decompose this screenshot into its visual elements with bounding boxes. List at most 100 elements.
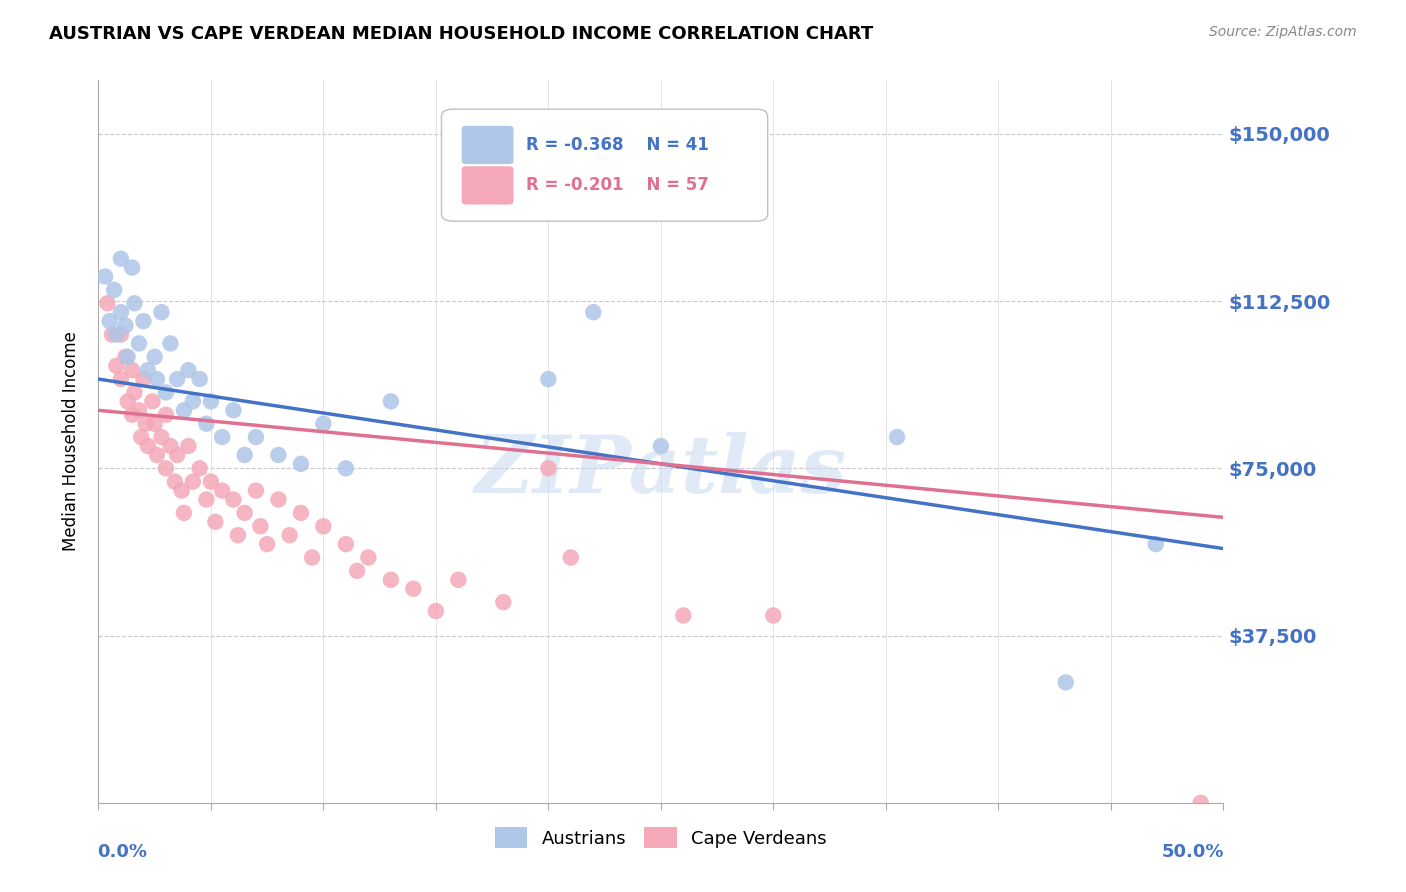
Point (222, 492, 245, 507)
Point (560, 550, 582, 565)
Point (173, 506, 195, 520)
Text: R = -0.201    N = 57: R = -0.201 N = 57 (526, 177, 709, 194)
Point (267, 448, 290, 462)
Point (103, 283, 125, 297)
Point (290, 506, 312, 520)
Point (200, 394, 222, 409)
Point (105, 327, 128, 342)
Point (335, 537, 357, 551)
Point (188, 372, 211, 386)
Point (233, 448, 256, 462)
Point (357, 550, 380, 565)
Text: R = -0.368    N = 41: R = -0.368 N = 41 (526, 136, 709, 154)
Point (132, 314, 155, 328)
Point (204, 515, 226, 529)
Point (114, 350, 136, 364)
Point (211, 483, 233, 498)
Legend: Austrians, Cape Verdeans: Austrians, Cape Verdeans (488, 820, 834, 855)
FancyBboxPatch shape (441, 109, 768, 221)
Point (188, 461, 211, 475)
Point (256, 537, 278, 551)
Point (98, 314, 121, 328)
Point (1054, 675, 1077, 690)
Point (181, 475, 204, 489)
Point (141, 394, 163, 409)
Point (173, 403, 195, 417)
Point (166, 372, 188, 386)
Point (312, 519, 335, 533)
Point (1189, 796, 1212, 810)
Point (110, 372, 132, 386)
Point (124, 296, 146, 310)
Point (155, 461, 177, 475)
Point (181, 394, 204, 409)
Point (110, 252, 132, 266)
Point (195, 417, 218, 431)
Point (1144, 537, 1167, 551)
Point (211, 430, 233, 444)
Point (96, 296, 118, 310)
Point (380, 394, 402, 409)
Point (537, 372, 560, 386)
Text: 50.0%: 50.0% (1161, 843, 1225, 861)
Point (492, 595, 515, 609)
Point (124, 385, 146, 400)
Point (335, 461, 357, 475)
Point (200, 475, 222, 489)
Point (290, 457, 312, 471)
Point (447, 573, 470, 587)
Point (170, 483, 193, 498)
Point (886, 430, 908, 444)
Point (110, 305, 132, 319)
Point (136, 363, 159, 377)
Point (143, 417, 166, 431)
Point (132, 372, 155, 386)
Y-axis label: Median Household Income: Median Household Income (62, 332, 80, 551)
Point (650, 439, 672, 453)
Point (163, 475, 186, 489)
Text: 0.0%: 0.0% (97, 843, 148, 861)
Point (177, 439, 200, 453)
FancyBboxPatch shape (461, 126, 513, 164)
Point (312, 417, 335, 431)
Point (110, 327, 132, 342)
Point (114, 318, 136, 333)
Point (121, 408, 143, 422)
Point (226, 528, 249, 542)
FancyBboxPatch shape (461, 166, 513, 204)
Point (245, 483, 267, 498)
Point (128, 403, 150, 417)
Point (301, 550, 323, 565)
Point (402, 582, 425, 596)
Point (222, 403, 245, 417)
Point (150, 430, 173, 444)
Point (150, 305, 173, 319)
Point (245, 430, 267, 444)
Point (135, 417, 157, 431)
Point (121, 260, 143, 275)
Text: ZIPatlas: ZIPatlas (475, 432, 846, 509)
Point (233, 506, 256, 520)
Point (155, 408, 177, 422)
Point (537, 461, 560, 475)
Point (413, 15, 436, 29)
Point (146, 448, 169, 462)
Point (267, 492, 290, 507)
Point (380, 573, 402, 587)
Point (159, 336, 181, 351)
Point (136, 439, 159, 453)
Point (177, 363, 200, 377)
Text: AUSTRIAN VS CAPE VERDEAN MEDIAN HOUSEHOLD INCOME CORRELATION CHART: AUSTRIAN VS CAPE VERDEAN MEDIAN HOUSEHOL… (49, 25, 873, 43)
Point (425, 604, 447, 618)
Point (121, 363, 143, 377)
Point (195, 492, 218, 507)
Point (249, 519, 271, 533)
Point (129, 430, 152, 444)
Point (155, 385, 177, 400)
Point (94, 269, 117, 284)
Point (117, 350, 139, 364)
Point (346, 564, 368, 578)
Point (672, 608, 695, 623)
Point (146, 372, 169, 386)
Point (582, 305, 605, 319)
